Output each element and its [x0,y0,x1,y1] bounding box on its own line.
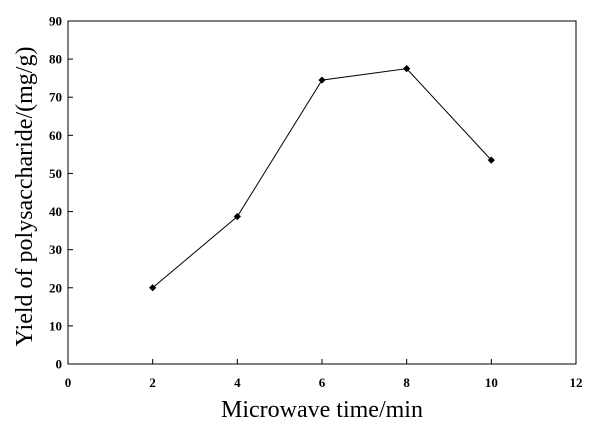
x-tick-label: 12 [570,375,583,390]
y-tick-label: 20 [49,280,62,295]
y-tick-label: 40 [49,204,62,219]
x-tick-label: 0 [65,375,72,390]
y-tick-label: 10 [49,318,62,333]
y-tick-label: 70 [49,90,62,105]
y-tick-label: 30 [49,242,62,257]
data-point-marker [403,65,411,73]
y-tick-label: 60 [49,128,62,143]
x-tick-label: 4 [234,375,241,390]
y-tick-label: 50 [49,166,62,181]
data-point-marker [318,76,326,84]
series-layer [149,65,495,292]
data-point-marker [149,284,157,292]
y-axis-ticks: 0 10 20 30 40 50 60 70 80 90 [49,14,73,372]
y-tick-label: 90 [49,14,62,29]
data-point-marker [487,156,495,164]
plot-frame [67,20,577,365]
x-tick-label: 6 [319,375,326,390]
y-axis-title: Yield of polysaccharide/(mg/g) [12,47,38,347]
data-point-marker [233,212,241,221]
y-tick-label: 0 [56,357,63,372]
x-axis-ticks: 0 2 4 6 8 10 12 [65,359,583,390]
x-axis-title: Microwave time/min [221,397,423,423]
x-tick-label: 8 [403,375,410,390]
series-line [152,68,492,289]
y-tick-label: 80 [49,52,62,67]
x-tick-label: 2 [149,375,156,390]
x-tick-label: 10 [485,375,498,390]
